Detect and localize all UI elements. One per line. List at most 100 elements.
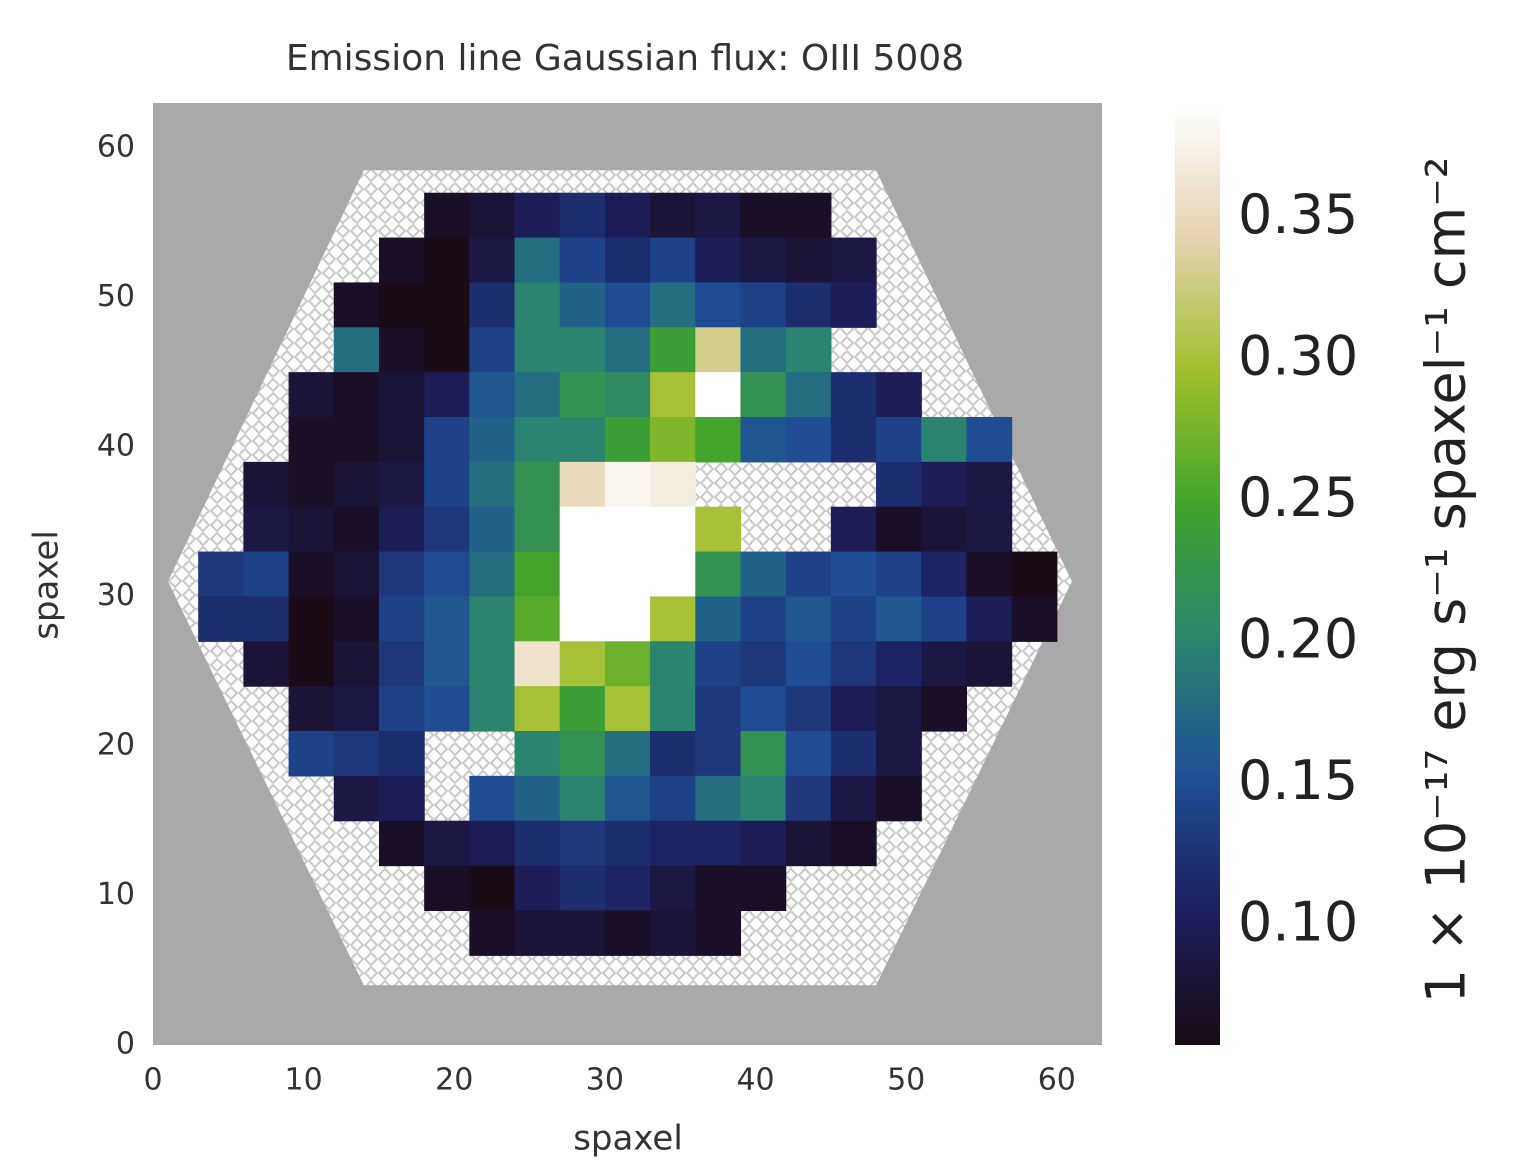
heatmap-cell (424, 237, 470, 284)
heatmap-cell (604, 820, 651, 867)
heatmap-cell (378, 820, 425, 867)
x-tick-label: 10 (285, 1063, 323, 1098)
heatmap-cell (559, 506, 606, 553)
heatmap-cell (424, 372, 470, 418)
heatmap-cell (378, 506, 425, 553)
heatmap-cell (469, 192, 516, 239)
heatmap-cell (378, 282, 425, 328)
heatmap-cell (650, 551, 696, 598)
heatmap-cell (604, 686, 651, 732)
heatmap-cell (740, 372, 787, 418)
heatmap-cell (469, 506, 516, 553)
heatmap-cell (650, 506, 696, 553)
heatmap-cell (785, 686, 832, 732)
heatmap-cell (469, 372, 516, 418)
y-axis-label: spaxel (27, 530, 67, 640)
heatmap-cell (288, 641, 335, 687)
heatmap-cell (378, 596, 425, 642)
heatmap-cell (378, 372, 425, 418)
heatmap-cell (740, 641, 787, 687)
heatmap-cell (559, 372, 606, 418)
heatmap-cell (785, 551, 832, 598)
x-tick-label: 40 (736, 1063, 774, 1098)
heatmap-cell (243, 506, 290, 553)
heatmap-cell (876, 686, 922, 732)
heatmap-cell (966, 417, 1013, 463)
heatmap-cell (604, 731, 651, 777)
heatmap-cell (288, 506, 335, 553)
heatmap-cell (378, 551, 425, 598)
heatmap-cell (559, 865, 606, 912)
heatmap-cell (695, 686, 742, 732)
heatmap-cell (921, 506, 968, 553)
x-axis-label: spaxel (573, 1119, 683, 1159)
y-tick-label: 20 (97, 727, 135, 762)
heatmap-cell (650, 731, 696, 777)
heatmap-cell (514, 282, 561, 328)
heatmap-cell (695, 372, 742, 418)
heatmap-cell (740, 282, 787, 328)
heatmap-cell (514, 910, 561, 956)
y-tick-label: 60 (97, 129, 135, 164)
heatmap-cell (378, 731, 425, 777)
heatmap-cell (830, 372, 877, 418)
heatmap-cell (650, 461, 696, 508)
heatmap-cell (559, 237, 606, 284)
colorbar-tick-label: 0.35 (1238, 183, 1358, 246)
heatmap-cell (921, 461, 968, 508)
heatmap-cell (695, 910, 742, 956)
heatmap-cell (695, 820, 742, 867)
heatmap-cell (740, 551, 787, 598)
heatmap-cell (695, 237, 742, 284)
heatmap-cell (650, 910, 696, 956)
heatmap-cell (514, 417, 561, 463)
heatmap-cell (469, 417, 516, 463)
heatmap-cell (740, 775, 787, 822)
heatmap-cell (469, 775, 516, 822)
heatmap-cell (424, 506, 470, 553)
heatmap-cell (604, 372, 651, 418)
heatmap-cell (785, 820, 832, 867)
heatmap-cell (966, 461, 1013, 508)
heatmap-cell (333, 461, 380, 508)
heatmap-cell (830, 417, 877, 463)
heatmap-cell (650, 775, 696, 822)
heatmap-cell (559, 641, 606, 687)
y-tick-label: 40 (97, 428, 135, 463)
heatmap-cell (288, 461, 335, 508)
heatmap-cell (604, 327, 651, 373)
heatmap-cell (333, 282, 380, 328)
heatmap-cell (830, 282, 877, 328)
heatmap-cell (378, 775, 425, 822)
heatmap-cell (785, 192, 832, 239)
heatmap-cell (921, 551, 968, 598)
heatmap-cell (604, 775, 651, 822)
heatmap-cell (650, 372, 696, 418)
y-tick-label: 10 (97, 877, 135, 912)
heatmap-cell (740, 820, 787, 867)
heatmap-cell (424, 641, 470, 687)
heatmap-cell (559, 192, 606, 239)
heatmap-cell (604, 237, 651, 284)
heatmap-cell (333, 372, 380, 418)
heatmap-cell (740, 237, 787, 284)
heatmap-cell (559, 596, 606, 642)
heatmap-cell (604, 461, 651, 508)
heatmap-cell (559, 775, 606, 822)
heatmap-cell (876, 417, 922, 463)
y-tick-label: 0 (116, 1027, 135, 1062)
heatmap-cell (333, 731, 380, 777)
heatmap-cell (695, 775, 742, 822)
heatmap-cell (378, 327, 425, 373)
heatmap-cell (288, 417, 335, 463)
heatmap-cell (333, 686, 380, 732)
colorbar-tick-label: 0.15 (1238, 749, 1358, 812)
heatmap-cell (514, 775, 561, 822)
heatmap-cell (604, 910, 651, 956)
heatmap-cell (876, 731, 922, 777)
heatmap-cell (740, 327, 787, 373)
heatmap-cell (650, 641, 696, 687)
heatmap-cell (559, 282, 606, 328)
heatmap-cell (830, 506, 877, 553)
